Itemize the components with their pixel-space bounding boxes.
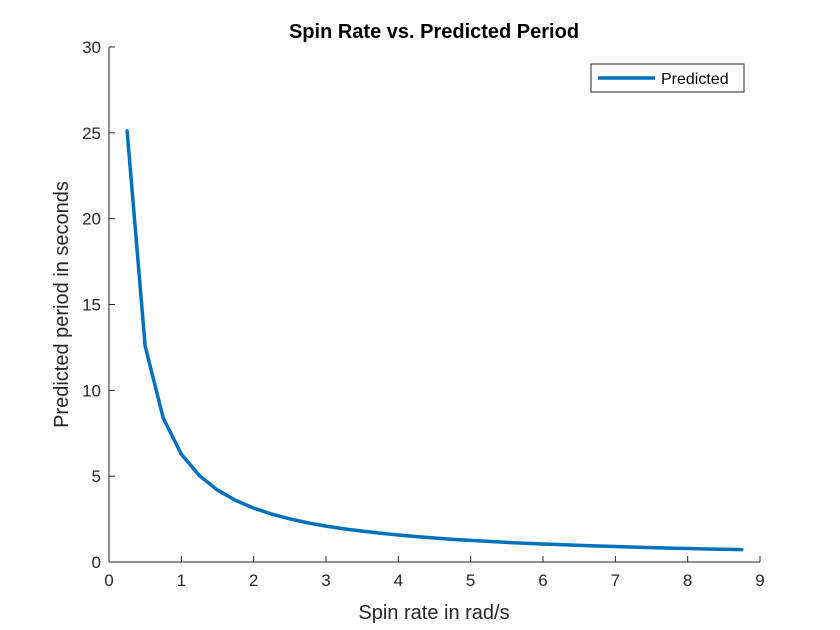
data-point: [595, 544, 599, 548]
data-point: [378, 531, 382, 535]
data-point: [450, 537, 455, 541]
y-tick-label: 30: [82, 38, 101, 57]
data-point: [577, 543, 581, 547]
data-point: [342, 527, 346, 531]
data-point: [197, 474, 202, 478]
y-tick-label: 25: [82, 124, 101, 143]
plot-area: [109, 47, 760, 562]
legend-entry-predicted: Predicted: [661, 71, 729, 88]
x-tick-label: 9: [755, 571, 764, 590]
data-point: [613, 544, 617, 549]
data-point: [722, 547, 726, 551]
data-point: [649, 545, 654, 550]
data-point: [487, 539, 491, 544]
ticks-group: 0 1 2 3 4 5 6 7 8 9 0 5 10 15 20 25 30: [82, 38, 765, 590]
data-point: [360, 529, 364, 533]
data-point: [523, 541, 527, 545]
y-tick-label: 0: [92, 553, 101, 572]
legend: Predicted: [590, 63, 745, 93]
data-point: [396, 533, 400, 537]
data-point: [288, 517, 292, 521]
x-tick-label: 3: [321, 571, 330, 590]
x-tick-label: 4: [394, 571, 403, 590]
y-axis-label: Predicted period in seconds: [51, 181, 73, 428]
data-point: [270, 512, 274, 516]
series-group: [125, 129, 744, 552]
x-tick-label: 8: [683, 571, 692, 590]
x-axis-label: Spin rate in rad/s: [358, 602, 509, 624]
data-point: [233, 498, 238, 502]
data-point: [559, 543, 563, 547]
data-point: [324, 524, 328, 528]
y-tick-label: 10: [82, 381, 101, 400]
y-tick-label: 5: [92, 467, 101, 486]
x-tick-label: 5: [466, 571, 475, 590]
data-point: [215, 488, 220, 492]
y-tick-label: 20: [82, 210, 101, 229]
y-tick-label: 15: [82, 296, 101, 315]
chart-title: Spin Rate vs. Predicted Period: [289, 21, 579, 43]
x-tick-label: 1: [177, 571, 186, 590]
data-point: [667, 546, 672, 550]
data-point: [505, 540, 509, 545]
data-point: [125, 129, 129, 133]
data-point: [686, 546, 690, 551]
data-point: [179, 452, 183, 456]
x-tick-label: 7: [611, 571, 620, 590]
data-point: [631, 545, 636, 549]
data-point: [143, 344, 147, 348]
x-tick-label: 0: [104, 571, 113, 590]
data-point: [414, 534, 419, 539]
data-point: [432, 536, 437, 540]
data-point: [704, 547, 708, 551]
data-point: [252, 506, 256, 510]
data-point: [541, 542, 545, 546]
x-tick-label: 2: [249, 571, 258, 590]
data-point: [469, 538, 473, 542]
data-point: [740, 548, 744, 552]
data-point: [161, 416, 165, 420]
axes-group: [108, 47, 760, 563]
data-point: [306, 521, 310, 525]
x-tick-label: 6: [538, 571, 547, 590]
